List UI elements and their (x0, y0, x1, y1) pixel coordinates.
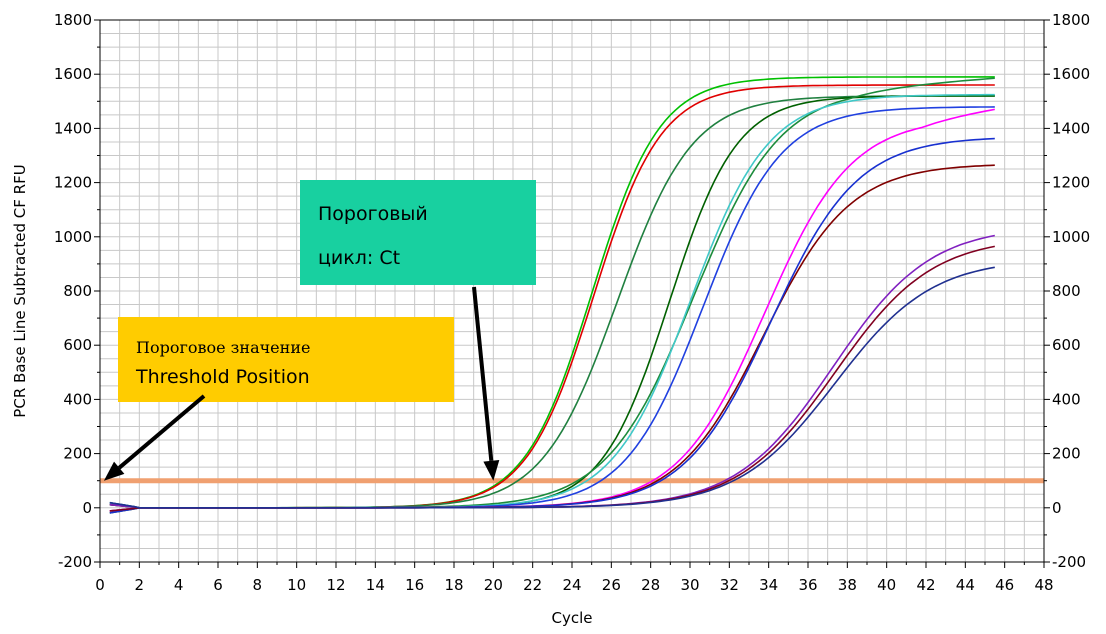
x-tick-label: 16 (405, 576, 424, 594)
y-tick-label-left: 800 (63, 282, 92, 300)
tick-labels: 0 2 4 6 8 10 12 14 16 18 20 22 24 26 28 30 32 34 36 38 40 42 4… (54, 11, 1090, 594)
y-tick-label-right: 200 (1052, 445, 1081, 463)
x-tick-label: 32 (720, 576, 739, 594)
y-tick-label-left: 1200 (54, 174, 92, 192)
y-tick-label-right: 1400 (1052, 119, 1090, 137)
y-tick-label-right: -200 (1052, 553, 1086, 571)
y-tick-label-left: 1800 (54, 11, 92, 29)
x-tick-label: 0 (95, 576, 105, 594)
y-tick-label-right: 600 (1052, 336, 1081, 354)
x-tick-label: 36 (798, 576, 817, 594)
y-tick-label-left: -200 (58, 553, 92, 571)
x-tick-label: 46 (995, 576, 1014, 594)
y-tick-label-left: 600 (63, 336, 92, 354)
x-tick-label: 2 (135, 576, 145, 594)
annotations: Пороговый цикл: Ct Пороговое значение Th… (103, 180, 536, 481)
y-tick-label-left: 0 (82, 499, 92, 517)
threshold-annotation-line-2: Threshold Position (135, 366, 310, 388)
series-line-13 (109, 266, 995, 509)
y-tick-label-right: 800 (1052, 282, 1081, 300)
y-tick-label-right: 1800 (1052, 11, 1090, 29)
y-tick-label-left: 1400 (54, 119, 92, 137)
x-tick-label: 26 (602, 576, 621, 594)
x-tick-label: 6 (213, 576, 223, 594)
x-tick-label: 44 (956, 576, 975, 594)
x-tick-label: 18 (444, 576, 463, 594)
y-tick-label-left: 200 (63, 445, 92, 463)
y-tick-label-left: 400 (63, 390, 92, 408)
x-tick-label: 28 (641, 576, 660, 594)
grid (99, 19, 1045, 563)
y-tick-label-right: 0 (1052, 499, 1062, 517)
y-tick-label-right: 400 (1052, 390, 1081, 408)
x-tick-label: 30 (680, 576, 699, 594)
y-tick-label-left: 1000 (54, 228, 92, 246)
ct-annotation-box (300, 180, 536, 285)
ct-annotation-line-2: цикл: Ct (318, 247, 400, 269)
ct-arrow-head (483, 460, 500, 481)
x-tick-label: 10 (287, 576, 306, 594)
ct-annotation: Пороговый цикл: Ct (300, 180, 536, 481)
x-tick-label: 48 (1034, 576, 1053, 594)
ct-arrow (472, 286, 494, 461)
y-axis-title: PCR Base Line Subtracted CF RFU (11, 164, 29, 417)
x-tick-label: 14 (366, 576, 385, 594)
y-tick-label-right: 1200 (1052, 174, 1090, 192)
threshold-arrow-head (103, 461, 125, 481)
x-tick-label: 42 (916, 576, 935, 594)
y-tick-label-right: 1000 (1052, 228, 1090, 246)
x-tick-label: 38 (838, 576, 857, 594)
x-tick-label: 4 (174, 576, 184, 594)
y-tick-label-right: 1600 (1052, 65, 1090, 83)
threshold-arrow (117, 394, 206, 470)
x-tick-label: 24 (562, 576, 581, 594)
ticks (94, 19, 1050, 568)
x-tick-label: 22 (523, 576, 542, 594)
threshold-annotation: Пороговое значение Threshold Position (103, 317, 454, 481)
threshold-annotation-line-1: Пороговое значение (136, 338, 310, 357)
x-tick-label: 34 (759, 576, 778, 594)
x-tick-label: 20 (484, 576, 503, 594)
x-axis-title: Cycle (552, 609, 593, 627)
x-tick-label: 8 (253, 576, 263, 594)
series-group (109, 76, 995, 514)
ct-annotation-line-1: Пороговый (318, 203, 428, 225)
threshold-annotation-box (118, 317, 454, 402)
x-tick-label: 12 (326, 576, 345, 594)
y-tick-label-left: 1600 (54, 65, 92, 83)
x-tick-label: 40 (877, 576, 896, 594)
